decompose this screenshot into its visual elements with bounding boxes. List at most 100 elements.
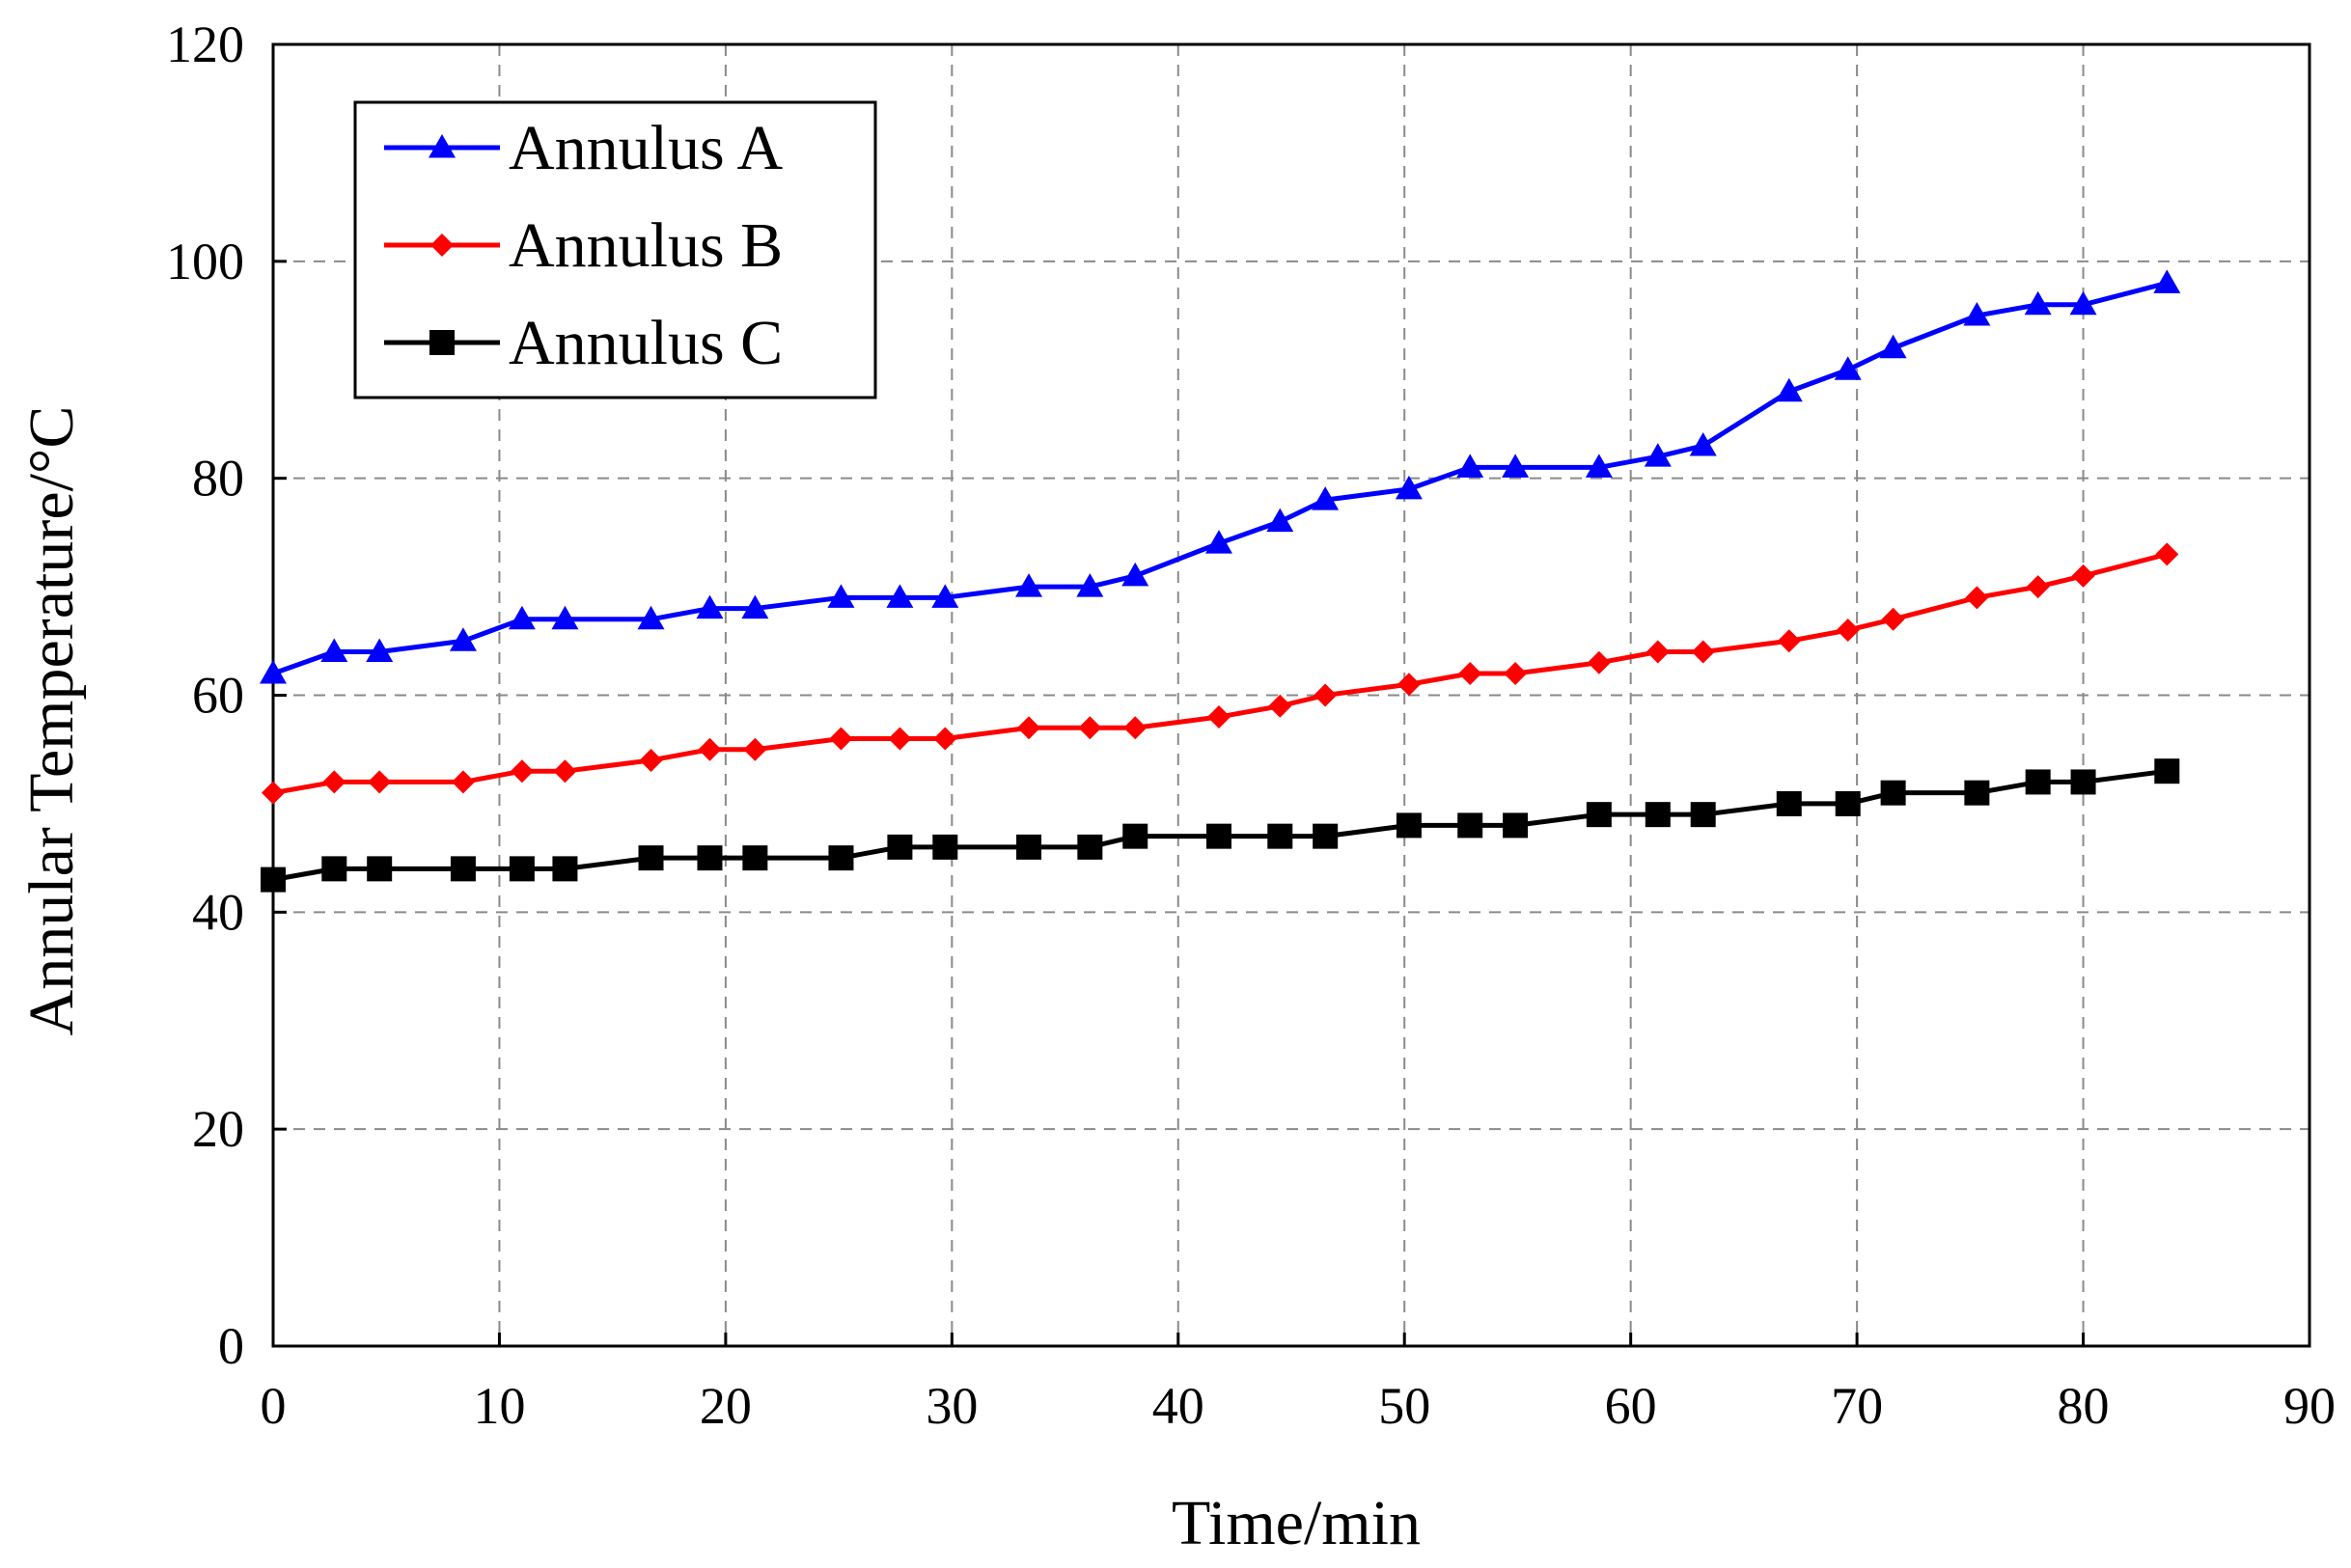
data-point-annulus-a [551, 605, 579, 630]
data-point-annulus-a [1395, 475, 1423, 500]
data-point-annulus-c [509, 856, 535, 882]
x-tick-label: 40 [1152, 1377, 1204, 1435]
axis-ticks: 0 10 20 30 40 50 60 70 80 90 0 20 40 60 80 100 120 [166, 15, 2336, 1435]
data-point-annulus-c [1016, 834, 1042, 860]
data-point-annulus-b [1268, 694, 1292, 718]
data-point-annulus-a [1879, 334, 1907, 359]
data-point-annulus-a [260, 660, 287, 684]
data-point-annulus-a [1834, 356, 1862, 380]
data-point-annulus-a [696, 594, 724, 619]
data-point-annulus-a [741, 594, 769, 619]
x-tick-label: 90 [2283, 1377, 2336, 1435]
plot-area-frame [271, 42, 2311, 1348]
data-point-annulus-c [1964, 780, 1990, 806]
data-point-annulus-c [1077, 834, 1103, 860]
data-point-annulus-b [1314, 683, 1338, 707]
legend: Annulus A Annulus B Annulus C [353, 100, 877, 399]
data-point-annulus-a [2024, 290, 2052, 316]
x-tick-label: 30 [926, 1377, 978, 1435]
data-point-annulus-a [1266, 508, 1294, 533]
data-point-annulus-b [368, 770, 392, 794]
series-annulus-a [260, 269, 2181, 684]
y-tick-label: 120 [166, 15, 244, 73]
data-point-annulus-c [638, 845, 664, 871]
data-point-annulus-c [1313, 823, 1339, 849]
y-tick-label: 60 [192, 667, 244, 725]
data-point-annulus-c [932, 834, 958, 860]
data-point-annulus-b [1017, 716, 1041, 740]
data-point-annulus-c [1586, 802, 1612, 828]
data-point-annulus-a [1312, 486, 1340, 510]
series-annulus-c [261, 758, 2180, 893]
data-point-annulus-c [261, 867, 286, 893]
data-point-annulus-b [553, 759, 577, 784]
data-point-annulus-c [1776, 790, 1802, 816]
data-point-annulus-a [449, 627, 477, 651]
data-point-annulus-c [1835, 790, 1861, 816]
x-tick-label: 70 [1831, 1377, 1883, 1435]
data-point-annulus-a [827, 584, 855, 608]
legend-marker-annulus-c [429, 330, 455, 355]
data-point-annulus-b [262, 781, 285, 805]
data-point-annulus-a [637, 605, 665, 630]
data-point-annulus-c [1880, 780, 1906, 806]
legend-label: Annulus C [509, 308, 783, 378]
data-point-annulus-a [1963, 302, 1991, 326]
data-point-annulus-b [1504, 662, 1528, 686]
data-point-annulus-c [887, 834, 913, 860]
data-point-annulus-c [321, 856, 347, 882]
legend-label: Annulus B [509, 210, 783, 281]
data-point-annulus-c [1122, 823, 1148, 849]
data-point-annulus-a [508, 605, 536, 630]
x-tick-label: 80 [2058, 1377, 2110, 1435]
data-point-annulus-b [888, 727, 912, 751]
y-tick-label: 40 [192, 883, 244, 941]
data-point-annulus-a [366, 638, 394, 663]
data-point-annulus-b [451, 770, 475, 794]
data-point-annulus-c [450, 856, 476, 882]
data-point-annulus-a [1689, 431, 1717, 456]
data-point-annulus-b [2155, 542, 2179, 566]
data-point-annulus-c [2025, 769, 2051, 795]
data-point-annulus-b [1691, 640, 1715, 664]
data-point-annulus-a [931, 584, 959, 608]
data-point-annulus-c [828, 845, 854, 871]
x-tick-label: 50 [1378, 1377, 1430, 1435]
data-point-annulus-c [742, 845, 768, 871]
data-point-annulus-a [1121, 562, 1149, 587]
data-point-annulus-c [1267, 823, 1293, 849]
legend-marker-annulus-b [430, 234, 454, 257]
series-line-annulus-b [272, 551, 2168, 796]
data-point-annulus-b [1587, 650, 1611, 674]
x-tick-label: 10 [473, 1377, 525, 1435]
data-point-annulus-a [1502, 454, 1530, 478]
data-point-annulus-a [1775, 377, 1803, 402]
y-axis-title: Annular Temperature/°C [16, 406, 87, 1036]
data-point-annulus-a [1585, 454, 1613, 478]
data-point-annulus-b [933, 727, 957, 751]
data-point-annulus-a [1204, 530, 1232, 554]
series-annulus-b [262, 542, 2179, 805]
data-series [260, 269, 2181, 893]
data-point-annulus-c [1645, 802, 1671, 828]
data-point-annulus-a [1644, 443, 1672, 467]
data-point-annulus-b [2071, 564, 2095, 588]
data-point-annulus-b [829, 727, 853, 751]
y-tick-label: 80 [192, 450, 244, 508]
data-point-annulus-a [1015, 573, 1043, 597]
data-point-annulus-b [1123, 716, 1148, 740]
data-point-annulus-a [2069, 290, 2097, 316]
data-point-annulus-c [697, 845, 723, 871]
data-point-annulus-c [1396, 812, 1422, 839]
legend-marker-annulus-a [429, 134, 456, 158]
data-point-annulus-b [1836, 619, 1860, 643]
y-tick-label: 100 [166, 233, 244, 290]
data-point-annulus-b [1646, 640, 1670, 664]
x-tick-label: 60 [1605, 1377, 1657, 1435]
data-point-annulus-c [2154, 758, 2180, 784]
data-point-annulus-a [2153, 269, 2181, 293]
data-point-annulus-c [1503, 812, 1529, 839]
data-point-annulus-a [1076, 573, 1104, 597]
data-point-annulus-c [367, 856, 393, 882]
